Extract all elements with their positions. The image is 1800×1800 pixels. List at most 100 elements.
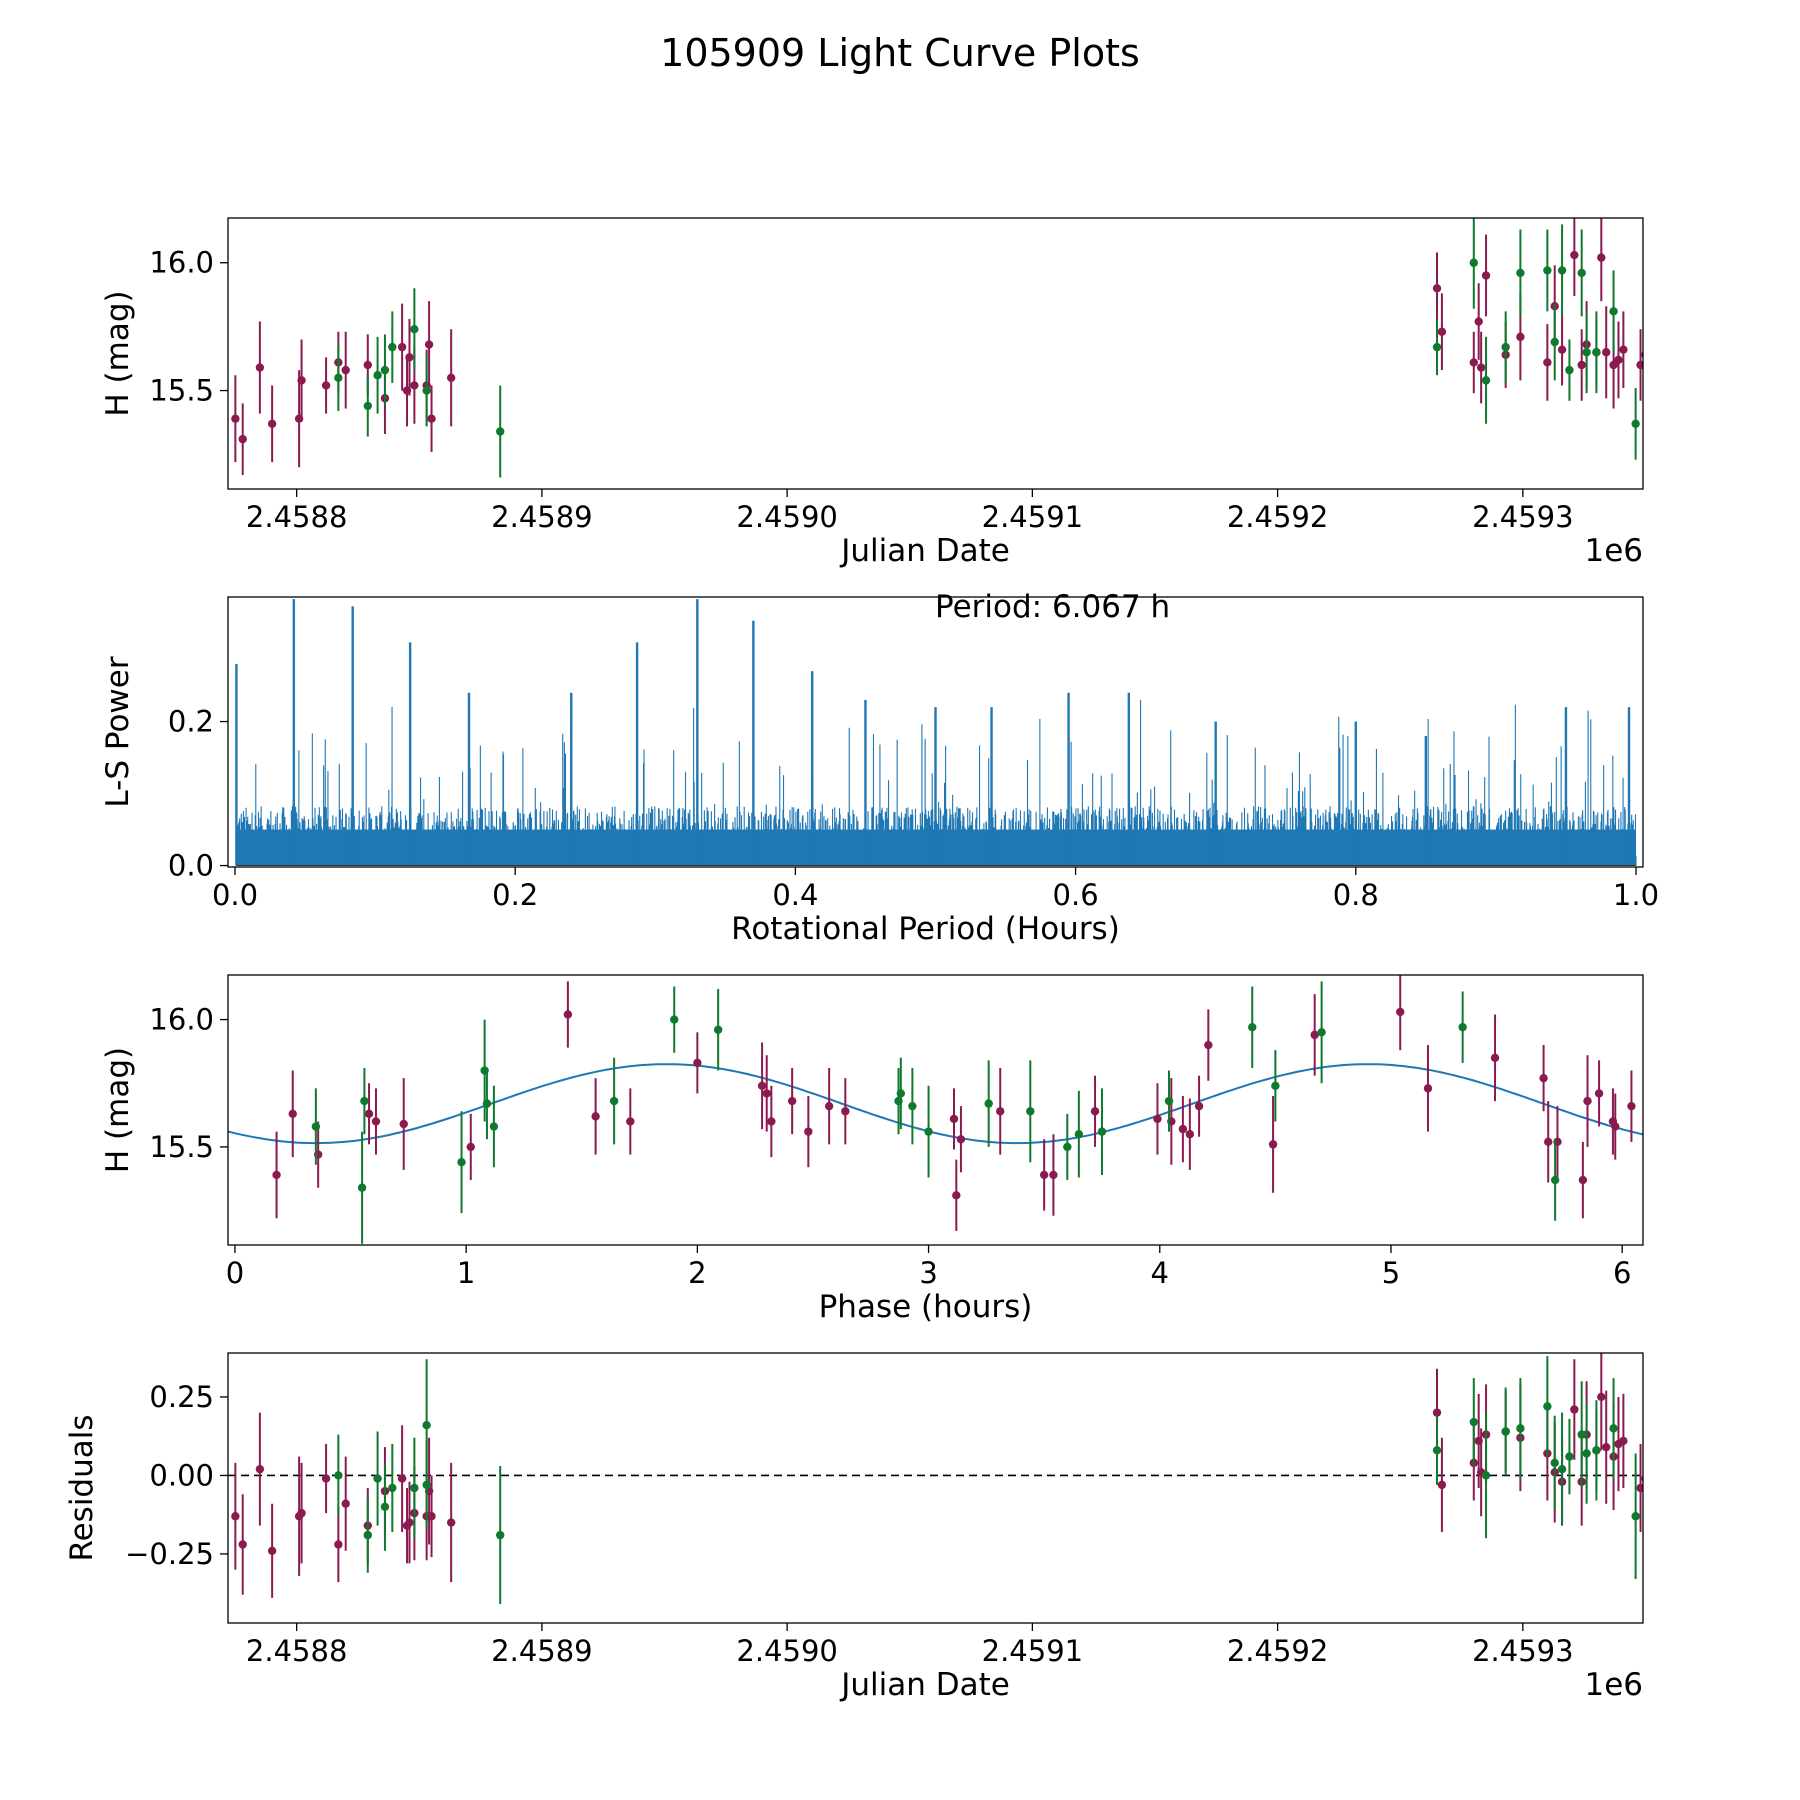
data-point <box>1550 1175 1560 1185</box>
data-point <box>1611 1122 1620 1131</box>
x-axis: 0.0 0.2 0.4 0.6 0.8 1.0 Rotational Period (Hou… <box>212 867 1659 947</box>
data-point <box>824 1101 834 1111</box>
data-point <box>1437 1480 1447 1490</box>
data-point <box>297 1508 306 1518</box>
data-point <box>563 1010 573 1019</box>
x-tick-label: 0 <box>226 1256 244 1290</box>
data-point <box>388 342 397 352</box>
data-point <box>397 1474 407 1483</box>
y-tick-label: 16.0 <box>149 1003 214 1037</box>
y-axis-title: H (mag) <box>100 290 136 416</box>
data-point <box>1469 1417 1478 1427</box>
data-point <box>1636 1483 1643 1493</box>
data-point <box>1646 1437 1654 1445</box>
data-point <box>1178 1124 1188 1134</box>
axes-frame <box>227 217 1644 490</box>
y-tick-label: 0.0 <box>168 849 214 883</box>
data-point <box>996 1107 1005 1116</box>
data-point <box>496 1530 505 1540</box>
data-point <box>489 1122 499 1131</box>
x-tick-label: 2.4593 <box>1472 500 1573 534</box>
data-point <box>1582 348 1591 357</box>
data-point <box>1437 327 1447 336</box>
x-tick-label: 2.4591 <box>982 500 1083 534</box>
x-tick-label: 5 <box>1382 1256 1400 1290</box>
x-tick-label: 0.6 <box>1053 878 1099 912</box>
y-tick-label: 0.2 <box>168 705 214 739</box>
data-point <box>341 365 350 375</box>
data-point <box>405 353 414 362</box>
series-r <box>272 975 1636 1231</box>
data-point <box>670 1015 679 1024</box>
data-point <box>267 1546 277 1555</box>
data-point <box>1619 1436 1628 1446</box>
data-point <box>1619 345 1628 354</box>
data-point <box>767 1117 776 1126</box>
data-point <box>1049 1170 1058 1180</box>
data-point <box>1469 258 1478 267</box>
data-point <box>1557 345 1567 354</box>
series-r <box>231 1353 1662 1598</box>
data-point <box>482 1099 492 1108</box>
data-point <box>1644 1490 1652 1498</box>
panel-res: 2.4588 2.4589 2.4590 2.4591 2.4592 2.4593 Juli… <box>64 1352 1662 1703</box>
y-tick-label: −0.25 <box>125 1537 214 1571</box>
data-point <box>288 1109 297 1119</box>
data-point <box>231 414 240 423</box>
data-point <box>457 1158 466 1167</box>
data-point <box>1565 365 1574 375</box>
x-tick-label: 6 <box>1613 1256 1631 1290</box>
axes-frame <box>227 1352 1644 1624</box>
data-point <box>321 1474 331 1483</box>
x-axis-title: Phase (hours) <box>819 1289 1033 1325</box>
panel-phase: 0 1 2 3 4 5 6 Phase (hours) 15.5 16.0 H (mag) <box>100 974 1644 1325</box>
data-point <box>956 1135 966 1144</box>
x-tick-label: 2.4589 <box>491 1634 592 1668</box>
x-tick-label: 2.4593 <box>1472 1634 1573 1668</box>
y-axis-title: L-S Power <box>100 656 136 807</box>
data-point <box>238 434 247 444</box>
data-point <box>1557 266 1567 275</box>
data-point <box>693 1058 702 1068</box>
data-point <box>1651 1562 1659 1570</box>
plot-area <box>228 975 1643 1244</box>
x-tick-label: 2.4592 <box>1227 500 1328 534</box>
data-point <box>908 1101 917 1111</box>
data-point <box>363 401 372 411</box>
x-tick-label: 2.4591 <box>982 1634 1083 1668</box>
data-point <box>949 1114 959 1124</box>
data-point <box>1543 1402 1552 1411</box>
panel-lc: 2.4588 2.4589 2.4590 2.4591 2.4592 2.4593 Juli… <box>100 217 1644 569</box>
data-point <box>1432 284 1442 293</box>
data-point <box>1544 1137 1553 1147</box>
data-point <box>924 1127 933 1136</box>
plot-area <box>235 599 1637 867</box>
axes-frame <box>227 974 1644 1246</box>
data-point <box>1481 1471 1491 1480</box>
data-point <box>1602 1442 1611 1452</box>
series-g <box>334 1356 1659 1605</box>
data-point <box>1501 1427 1510 1436</box>
data-point <box>255 363 265 372</box>
x-axis: 2.4588 2.4589 2.4590 2.4591 2.4592 2.4593 Juli… <box>246 489 1643 569</box>
series-r <box>231 218 1643 475</box>
x-axis: 2.4588 2.4589 2.4590 2.4591 2.4592 2.4593 Juli… <box>246 1623 1643 1703</box>
plots: 2.4588 2.4589 2.4590 2.4591 2.4592 2.4593 Juli… <box>64 217 1662 1703</box>
data-point <box>255 1464 265 1474</box>
data-point <box>1469 358 1478 367</box>
data-point <box>1631 1512 1640 1521</box>
data-point <box>388 1483 397 1493</box>
data-point <box>1654 1493 1662 1501</box>
data-point <box>1565 1452 1574 1461</box>
data-point <box>422 1480 431 1490</box>
data-point <box>1550 1458 1559 1468</box>
data-point <box>1578 1175 1588 1185</box>
data-point <box>1516 268 1525 278</box>
data-point <box>380 1502 390 1512</box>
x-axis-title: Rotational Period (Hours) <box>731 911 1120 947</box>
data-point <box>496 427 505 436</box>
period-annotation: Period: 6.067 h <box>935 589 1170 625</box>
data-point <box>466 1142 475 1152</box>
data-point <box>1614 355 1623 365</box>
